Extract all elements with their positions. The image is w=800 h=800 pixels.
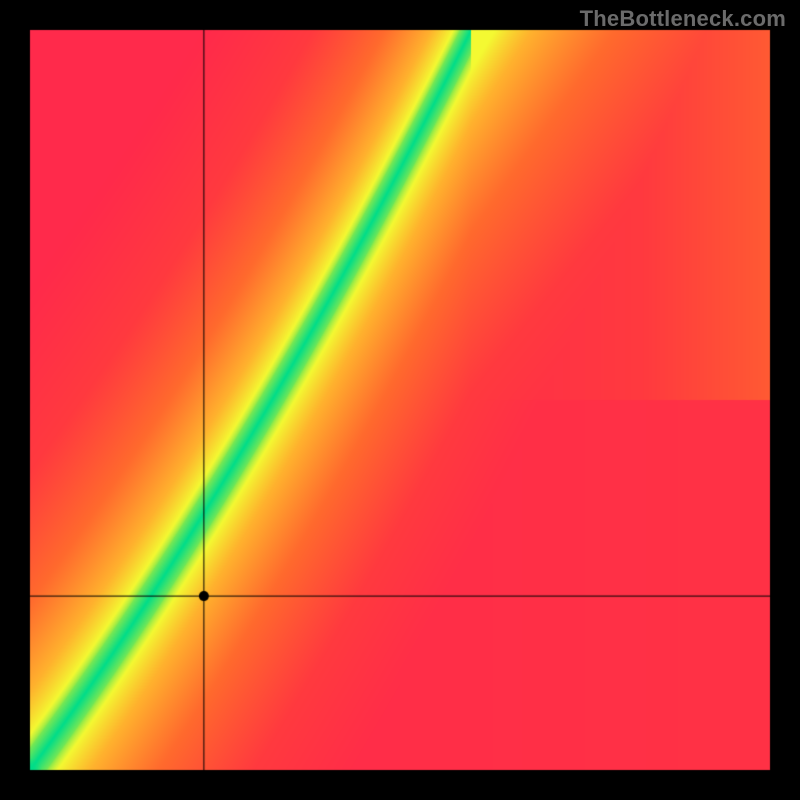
chart-container: TheBottleneck.com: [0, 0, 800, 800]
heatmap-canvas: [0, 0, 800, 800]
watermark-text: TheBottleneck.com: [580, 6, 786, 32]
